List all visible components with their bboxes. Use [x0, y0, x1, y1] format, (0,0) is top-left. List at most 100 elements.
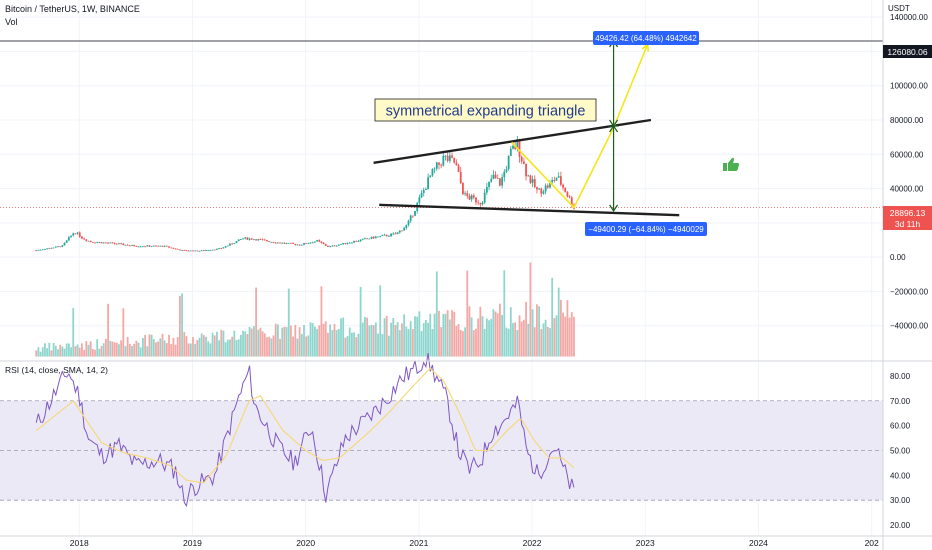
volume-bar — [494, 311, 497, 357]
rsi-line — [35, 352, 575, 508]
candle-body — [499, 178, 501, 186]
volume-bar — [50, 350, 53, 357]
x-tick-label: 2024 — [749, 538, 768, 548]
candle-body — [102, 242, 105, 244]
candle-body — [383, 234, 386, 236]
volume-bar — [290, 325, 292, 357]
volume-bar — [211, 332, 214, 357]
candle-body — [67, 237, 70, 241]
candle-body — [165, 245, 168, 247]
candle-body — [307, 243, 310, 245]
candle-body — [85, 239, 88, 241]
volume-bar — [507, 328, 510, 357]
volume-bar — [102, 343, 105, 357]
volume-bar — [111, 341, 114, 357]
drawings[interactable] — [373, 39, 680, 217]
volume-bar — [485, 318, 488, 357]
volume-bar — [477, 318, 480, 357]
rsi-title[interactable]: RSI (14, close, SMA, 14, 2) — [5, 365, 108, 375]
volume-bar — [516, 329, 519, 357]
volume-bar — [198, 337, 201, 357]
volume-bar — [283, 326, 286, 357]
candle-body — [542, 191, 545, 194]
symbol-title[interactable]: Bitcoin / TetherUS, 1W, BINANCE — [5, 4, 140, 14]
volume-bar — [231, 336, 234, 357]
volume-bar — [514, 322, 517, 357]
rsi-tick-label: 40.00 — [890, 471, 911, 480]
candle-body — [425, 189, 427, 190]
volume-bar — [98, 348, 101, 357]
candle-body — [313, 241, 316, 243]
candle-body — [468, 196, 471, 200]
volume-bar — [568, 317, 571, 357]
volume-bar — [370, 324, 373, 357]
horizontal-level[interactable] — [0, 40, 883, 208]
pattern-label[interactable]: symmetrical expanding triangle — [374, 98, 597, 122]
volume-bar — [483, 328, 486, 357]
volume-bar — [324, 321, 327, 357]
volume-bar — [168, 334, 170, 357]
volume-bar — [292, 336, 295, 357]
projection-path — [511, 44, 649, 209]
price-tick-label: 140000.00 — [890, 13, 928, 22]
candle-body — [372, 236, 375, 239]
volume-bar — [165, 343, 168, 357]
volume-bar — [242, 330, 244, 357]
candle-body — [364, 238, 366, 240]
candle-body — [222, 247, 225, 249]
candle-body — [233, 243, 236, 244]
candle-body — [87, 240, 90, 242]
upper-measure-label[interactable]: 49426.42 (64.48%) 4942642 — [593, 31, 699, 45]
candle-body — [239, 239, 242, 240]
volume-bar — [135, 340, 138, 357]
volume-bar — [520, 321, 523, 357]
volume-bar — [274, 323, 277, 357]
volume-bar — [185, 336, 188, 357]
volume-bar — [383, 318, 386, 357]
rsi-sma-line — [35, 367, 575, 484]
candle-body — [316, 240, 318, 242]
candle-body — [320, 241, 323, 243]
candle-body — [35, 250, 38, 252]
volume-bar — [538, 306, 541, 357]
candle-body — [120, 243, 123, 245]
candle-body — [159, 245, 162, 247]
lower-measure-label[interactable]: −49400.29 (−64.84%) −4940029 — [585, 222, 707, 236]
volume-bar — [405, 326, 408, 357]
candle-body — [59, 246, 62, 248]
volume-label[interactable]: Vol — [5, 17, 18, 27]
volume-bar — [499, 303, 501, 357]
volume-bar — [133, 343, 136, 357]
candle-body — [544, 185, 547, 192]
candle-body — [392, 233, 395, 235]
volume-bar — [379, 285, 382, 357]
volume-bar — [298, 327, 301, 357]
volume-bar — [320, 286, 323, 357]
volume-bar — [189, 343, 192, 357]
volume-bar — [270, 338, 273, 357]
volume-bar — [161, 333, 164, 357]
candle-body — [368, 238, 371, 240]
candle-body — [527, 175, 530, 177]
candle-body — [296, 244, 299, 246]
x-tick-label: 2019 — [183, 538, 202, 548]
volume-bar — [544, 319, 547, 357]
candle-body — [170, 247, 173, 249]
candle-body — [442, 155, 445, 166]
volume-bar — [104, 338, 107, 357]
volume-bar — [570, 312, 573, 357]
volume-bar — [390, 322, 392, 357]
volume-bar — [501, 314, 504, 357]
lower-measure-box — [585, 222, 707, 236]
volume-bar — [425, 320, 427, 357]
volume-bar — [35, 350, 38, 357]
candle-body — [272, 241, 275, 243]
candle-body — [192, 250, 194, 252]
volume-bar — [107, 303, 109, 357]
candle-body — [72, 233, 75, 236]
candle-body — [131, 245, 133, 246]
candle-body — [224, 246, 227, 248]
candles[interactable] — [35, 135, 575, 252]
candle-body — [57, 246, 59, 248]
